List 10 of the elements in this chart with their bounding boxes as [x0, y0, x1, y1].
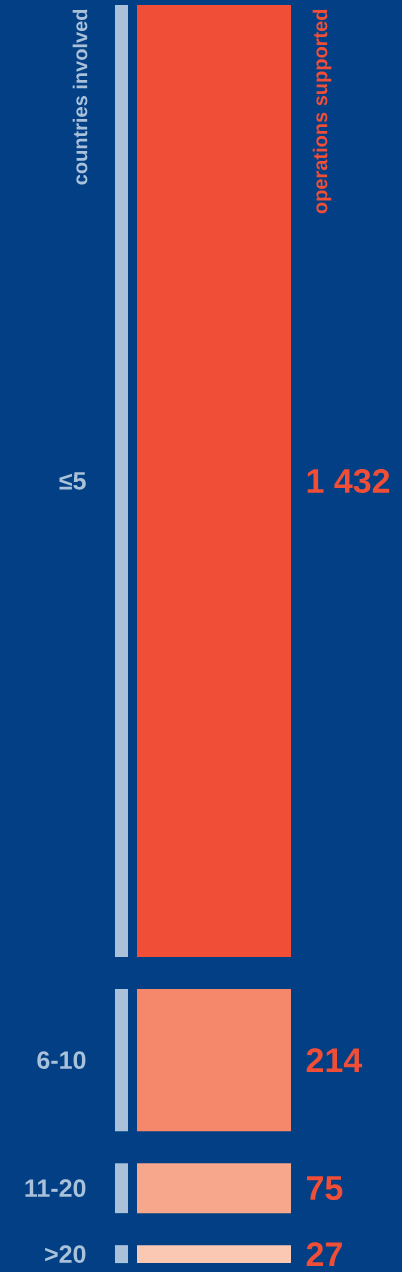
text: countries involved: [72, 9, 88, 185]
category-label: >20: [45, 1245, 86, 1263]
data-label: 75: [306, 1176, 343, 1201]
data-label: 27: [306, 1242, 342, 1266]
data-label: 214: [306, 1048, 363, 1073]
category-label: ≤5: [59, 472, 86, 490]
data-label: 1 432: [307, 468, 390, 494]
text: operations supported: [312, 9, 332, 214]
category-label: 11-20: [25, 1179, 86, 1198]
category-label: 6-10: [37, 1051, 86, 1069]
